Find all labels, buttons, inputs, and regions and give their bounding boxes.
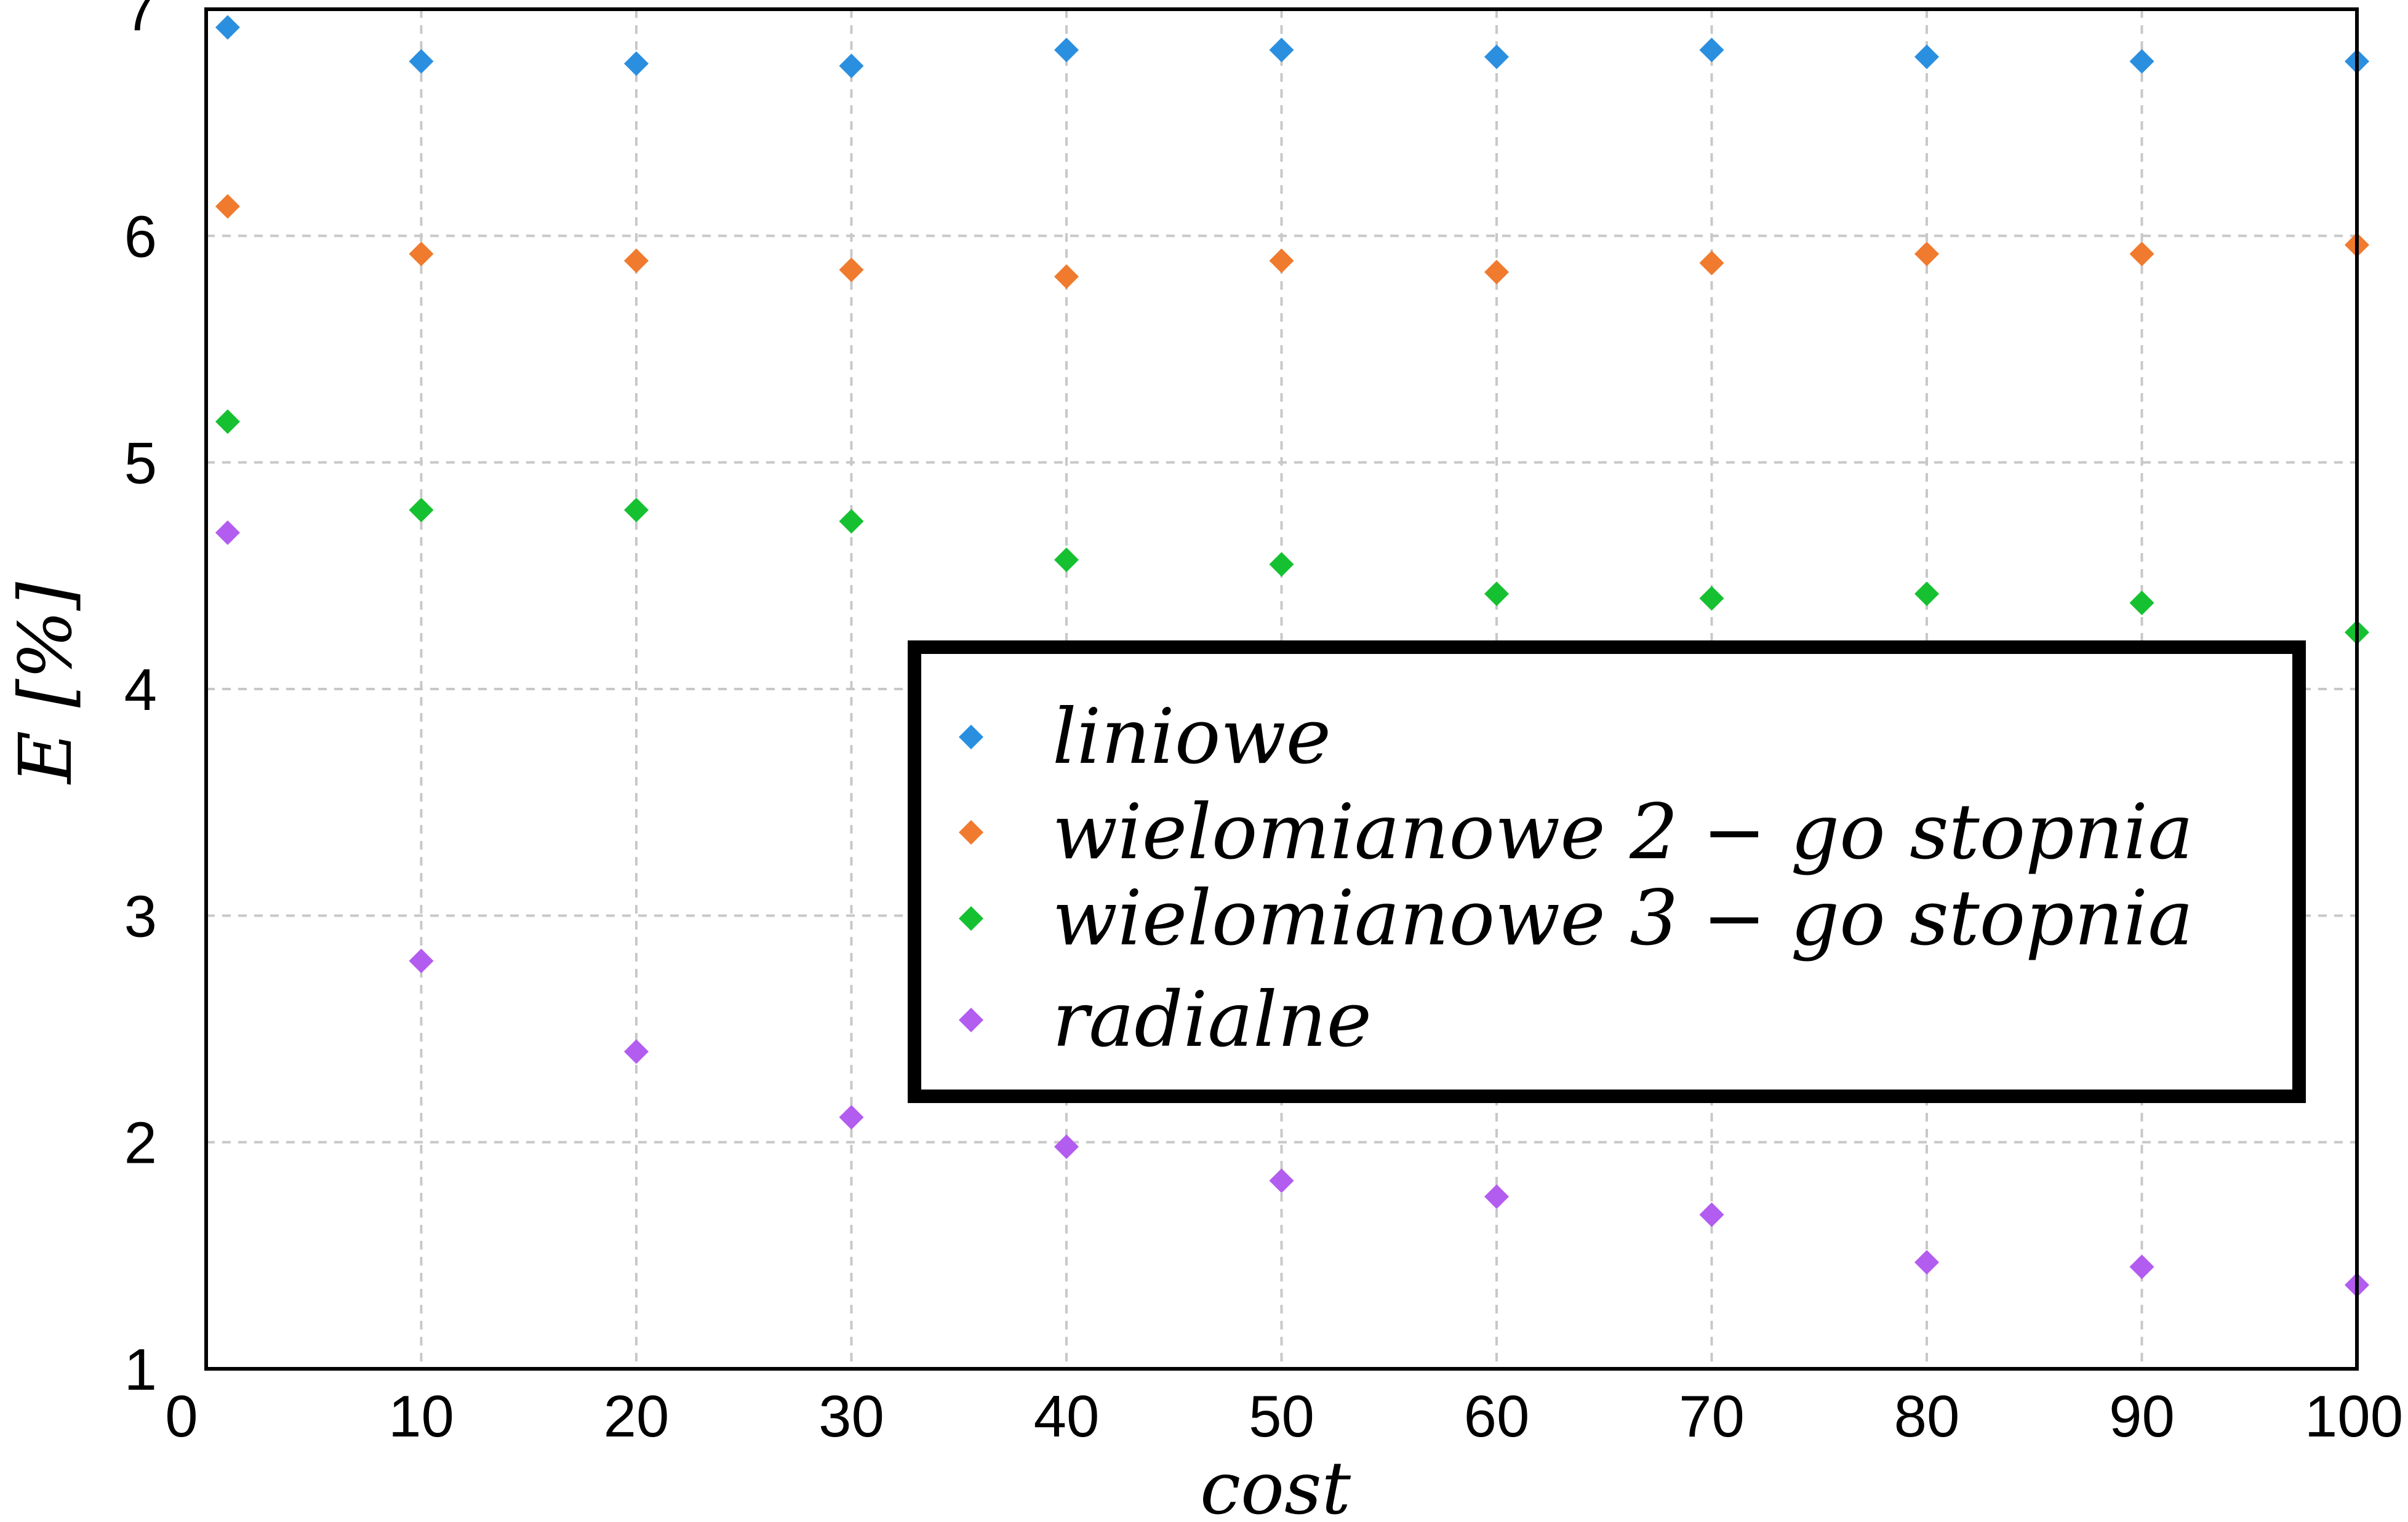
x-tick-label: 0	[165, 1384, 198, 1449]
data-point-series-2	[1914, 241, 1939, 266]
y-tick-label: 6	[124, 204, 157, 269]
legend-label-3: wielomianowe 3 − go stopnia	[1052, 874, 2193, 963]
data-point-series-4	[1484, 1184, 1509, 1209]
legend-marker-3	[959, 906, 983, 931]
data-point-series-3	[624, 498, 649, 523]
data-point-series-2	[839, 257, 864, 282]
x-tick-label: 20	[604, 1384, 670, 1449]
data-point-series-1	[839, 54, 864, 79]
data-point-series-1	[2129, 49, 2154, 74]
data-point-series-2	[215, 194, 240, 219]
x-tick-label: 30	[818, 1384, 884, 1449]
data-point-series-4	[624, 1039, 649, 1064]
y-tick-labels: 1 2 3 4 5 6 7	[124, 0, 157, 1403]
y-tick-label: 1	[124, 1337, 157, 1403]
legend-marker-4	[959, 1008, 983, 1032]
data-point-series-3	[1269, 552, 1294, 577]
data-points	[215, 15, 2369, 1297]
x-tick-label: 60	[1464, 1384, 1530, 1449]
data-point-series-1	[1269, 38, 1294, 63]
data-point-series-3	[1699, 586, 1724, 611]
x-tick-labels: 0 10 20 30 40 50 60 70 80 90 100	[165, 1384, 2403, 1449]
x-tick-label: 90	[2109, 1384, 2175, 1449]
data-point-series-1	[624, 51, 649, 76]
data-point-series-2	[409, 241, 434, 266]
data-point-series-4	[1699, 1202, 1724, 1227]
legend-label-1: liniowe	[1052, 693, 1331, 781]
data-point-series-4	[1269, 1168, 1294, 1193]
data-point-series-3	[409, 498, 434, 523]
y-tick-label: 7	[124, 0, 157, 43]
data-point-series-3	[1484, 581, 1509, 607]
data-point-series-3	[839, 509, 864, 534]
x-tick-label: 40	[1034, 1384, 1100, 1449]
plot-frame	[204, 7, 2359, 1371]
x-axis-title: cost	[1200, 1446, 1351, 1522]
data-point-series-3	[1914, 581, 1939, 607]
data-point-series-1	[1484, 44, 1509, 70]
x-tick-label: 100	[2305, 1384, 2403, 1449]
data-point-series-4	[1914, 1249, 1939, 1275]
data-point-series-2	[1269, 248, 1294, 273]
y-tick-label: 5	[124, 431, 157, 496]
x-tick-label: 80	[1894, 1384, 1960, 1449]
data-point-series-4	[409, 949, 434, 973]
legend-box	[908, 640, 2306, 1103]
data-point-series-1	[1914, 44, 1939, 70]
x-tick-label: 50	[1249, 1384, 1314, 1449]
data-point-series-1	[1699, 38, 1724, 63]
legend-marker-1	[959, 725, 983, 749]
legend-label-2: wielomianowe 2 − go stopnia	[1052, 788, 2193, 877]
data-point-series-2	[1054, 264, 1079, 289]
data-point-series-3	[2129, 591, 2154, 616]
data-point-series-4	[2129, 1254, 2154, 1280]
data-point-series-3	[215, 409, 240, 434]
data-point-series-4	[215, 520, 240, 545]
data-point-series-4	[1054, 1134, 1079, 1160]
y-tick-label: 2	[124, 1110, 157, 1176]
x-tick-label: 70	[1679, 1384, 1745, 1449]
x-tick-label: 10	[388, 1384, 454, 1449]
data-point-series-4	[839, 1105, 864, 1130]
data-point-series-2	[1484, 260, 1509, 285]
data-point-series-1	[1054, 38, 1079, 63]
y-tick-label: 4	[124, 657, 157, 723]
y-tick-label: 3	[124, 883, 157, 949]
data-point-series-3	[1054, 548, 1079, 573]
data-point-series-1	[409, 49, 434, 74]
legend-marker-2	[959, 820, 983, 845]
legend-label-4: radialne	[1052, 976, 1372, 1064]
data-point-series-2	[2129, 241, 2154, 266]
data-point-series-2	[624, 248, 649, 273]
data-point-series-1	[215, 15, 240, 40]
data-point-series-2	[1699, 250, 1724, 276]
y-axis-title: E [%]	[3, 581, 88, 785]
